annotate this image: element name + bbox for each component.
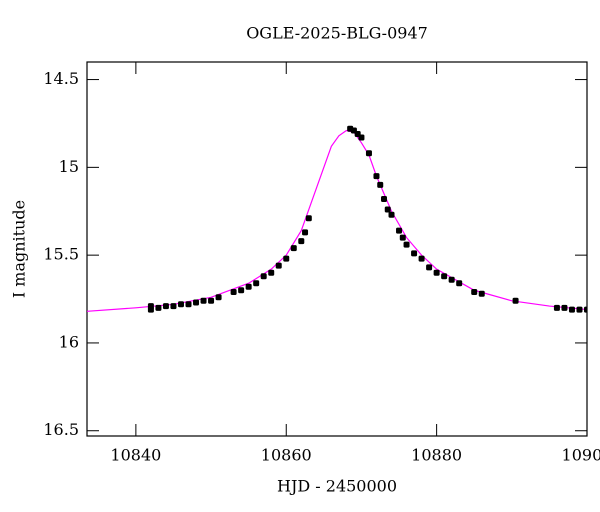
y-tick-label: 14.5: [43, 69, 79, 88]
data-point: [162, 303, 169, 310]
data-point: [155, 304, 162, 311]
plot-area: [87, 125, 587, 313]
data-point: [380, 195, 387, 202]
data-point: [426, 264, 433, 271]
data-point: [512, 297, 519, 304]
data-point: [441, 273, 448, 280]
data-point: [283, 255, 290, 262]
y-axis-label: I magnitude: [10, 200, 29, 298]
data-point: [384, 206, 391, 213]
data-point: [193, 299, 200, 306]
data-point: [230, 289, 237, 296]
x-tick-label: 10880: [411, 446, 462, 465]
data-point: [298, 238, 305, 245]
data-point: [147, 306, 154, 313]
data-point: [399, 234, 406, 241]
data-point: [411, 250, 418, 257]
data-point: [568, 306, 575, 313]
data-point: [238, 287, 245, 294]
data-point: [260, 273, 267, 280]
data-point: [396, 227, 403, 234]
model-line: [87, 129, 587, 312]
data-point: [576, 306, 583, 313]
data-point: [478, 290, 485, 297]
x-tick-label: 10900: [562, 446, 600, 465]
data-point: [584, 306, 587, 313]
data-point: [275, 262, 282, 269]
y-tick-label: 16: [59, 332, 79, 351]
data-point: [208, 297, 215, 304]
data-point: [456, 280, 463, 287]
data-point: [373, 173, 380, 180]
data-point: [302, 229, 309, 236]
data-point: [358, 134, 365, 141]
data-point: [177, 301, 184, 308]
data-point: [185, 301, 192, 308]
data-point: [388, 211, 395, 218]
data-point: [215, 294, 222, 301]
data-point: [170, 303, 177, 310]
data-point: [561, 304, 568, 311]
x-tick-label: 10840: [110, 446, 161, 465]
data-point: [200, 297, 207, 304]
data-point: [403, 241, 410, 248]
plot-frame: [86, 61, 588, 437]
data-point: [433, 269, 440, 276]
x-axis-label: HJD - 2450000: [277, 477, 397, 496]
data-point: [553, 304, 560, 311]
data-point: [418, 255, 425, 262]
data-point: [290, 245, 297, 252]
data-point: [245, 283, 252, 290]
data-point: [305, 215, 312, 222]
y-tick-label: 15: [59, 157, 79, 176]
data-point: [268, 269, 275, 276]
y-tick-label: 15.5: [43, 245, 79, 264]
chart-title: OGLE-2025-BLG-0947: [246, 24, 428, 43]
x-tick-label: 10860: [261, 446, 312, 465]
data-point: [448, 276, 455, 283]
data-point: [253, 280, 260, 287]
data-point: [471, 289, 478, 296]
data-point: [365, 150, 372, 157]
data-point: [377, 181, 384, 188]
y-tick-label: 16.5: [43, 420, 79, 439]
